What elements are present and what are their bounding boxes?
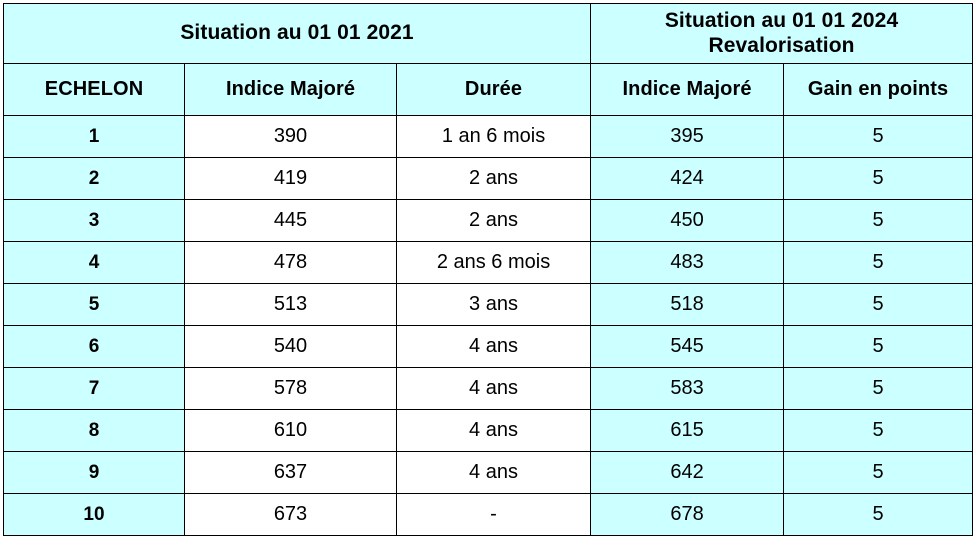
cell-indice-2021: 513 xyxy=(184,283,397,326)
cell-duree: 2 ans 6 mois xyxy=(395,241,592,284)
cell-duree: 4 ans xyxy=(395,451,592,494)
cell-echelon: 8 xyxy=(3,409,185,452)
cell-gain: 5 xyxy=(783,283,974,326)
column-header-row: ECHELON Indice Majoré Durée Indice Major… xyxy=(3,63,974,116)
column-header-duree: Durée xyxy=(395,63,592,116)
cell-echelon: 5 xyxy=(3,283,185,326)
column-header-indice-majore-2021: Indice Majoré xyxy=(184,63,397,116)
cell-indice-2021: 637 xyxy=(184,451,397,494)
column-header-indice-majore-2024: Indice Majoré xyxy=(590,63,785,116)
cell-gain: 5 xyxy=(783,115,974,158)
table-head: Situation au 01 01 2021 Situation au 01 … xyxy=(2,3,974,116)
table-row: 2 419 2 ans 424 5 xyxy=(3,157,974,200)
cell-echelon: 10 xyxy=(3,493,185,536)
cell-echelon: 3 xyxy=(3,199,185,242)
cell-gain: 5 xyxy=(783,409,974,452)
cell-indice-2021: 610 xyxy=(184,409,397,452)
group-header-2021-label: Situation au 01 01 2021 xyxy=(180,21,414,45)
cell-indice-2024: 483 xyxy=(590,241,785,284)
group-header-2024-sublabel: Revalorisation xyxy=(708,33,855,57)
column-header-echelon: ECHELON xyxy=(3,63,185,116)
group-header-2021: Situation au 01 01 2021 xyxy=(2,3,592,64)
cell-gain: 5 xyxy=(783,367,974,410)
cell-indice-2021: 578 xyxy=(184,367,397,410)
table-row: 10 673 - 678 5 xyxy=(3,493,974,536)
salary-grid-table: Situation au 01 01 2021 Situation au 01 … xyxy=(2,3,974,536)
table-row: 8 610 4 ans 615 5 xyxy=(3,409,974,452)
cell-indice-2024: 678 xyxy=(590,493,785,536)
cell-duree: 4 ans xyxy=(395,409,592,452)
cell-duree: 4 ans xyxy=(395,325,592,368)
cell-echelon: 7 xyxy=(3,367,185,410)
table-row: 5 513 3 ans 518 5 xyxy=(3,283,974,326)
group-header-2024: Situation au 01 01 2024 Revalorisation xyxy=(590,3,974,64)
cell-indice-2021: 673 xyxy=(184,493,397,536)
table-row: 7 578 4 ans 583 5 xyxy=(3,367,974,410)
cell-duree: 4 ans xyxy=(395,367,592,410)
table-row: 4 478 2 ans 6 mois 483 5 xyxy=(3,241,974,284)
cell-indice-2021: 390 xyxy=(184,115,397,158)
cell-gain: 5 xyxy=(783,241,974,284)
cell-indice-2021: 445 xyxy=(184,199,397,242)
cell-indice-2021: 540 xyxy=(184,325,397,368)
cell-indice-2024: 424 xyxy=(590,157,785,200)
cell-indice-2024: 518 xyxy=(590,283,785,326)
cell-indice-2024: 450 xyxy=(590,199,785,242)
group-header-2024-label: Situation au 01 01 2024 xyxy=(664,9,899,33)
cell-indice-2021: 478 xyxy=(184,241,397,284)
table-row: 1 390 1 an 6 mois 395 5 xyxy=(3,115,974,158)
cell-indice-2021: 419 xyxy=(184,157,397,200)
cell-duree: 1 an 6 mois xyxy=(395,115,592,158)
cell-indice-2024: 642 xyxy=(590,451,785,494)
cell-duree: 3 ans xyxy=(395,283,592,326)
table-row: 6 540 4 ans 545 5 xyxy=(3,325,974,368)
cell-gain: 5 xyxy=(783,325,974,368)
table-row: 9 637 4 ans 642 5 xyxy=(3,451,974,494)
column-header-gain-en-points: Gain en points xyxy=(783,63,974,116)
table-body: 1 390 1 an 6 mois 395 5 2 419 2 ans 424 … xyxy=(3,115,974,536)
cell-indice-2024: 395 xyxy=(590,115,785,158)
cell-duree: - xyxy=(395,493,592,536)
cell-gain: 5 xyxy=(783,157,974,200)
cell-echelon: 2 xyxy=(3,157,185,200)
cell-echelon: 6 xyxy=(3,325,185,368)
cell-echelon: 9 xyxy=(3,451,185,494)
cell-echelon: 4 xyxy=(3,241,185,284)
cell-indice-2024: 583 xyxy=(590,367,785,410)
cell-indice-2024: 615 xyxy=(590,409,785,452)
cell-gain: 5 xyxy=(783,451,974,494)
cell-duree: 2 ans xyxy=(395,157,592,200)
cell-gain: 5 xyxy=(783,199,974,242)
group-header-row: Situation au 01 01 2021 Situation au 01 … xyxy=(2,3,974,64)
cell-duree: 2 ans xyxy=(395,199,592,242)
table-row: 3 445 2 ans 450 5 xyxy=(3,199,974,242)
cell-echelon: 1 xyxy=(3,115,185,158)
cell-gain: 5 xyxy=(783,493,974,536)
cell-indice-2024: 545 xyxy=(590,325,785,368)
